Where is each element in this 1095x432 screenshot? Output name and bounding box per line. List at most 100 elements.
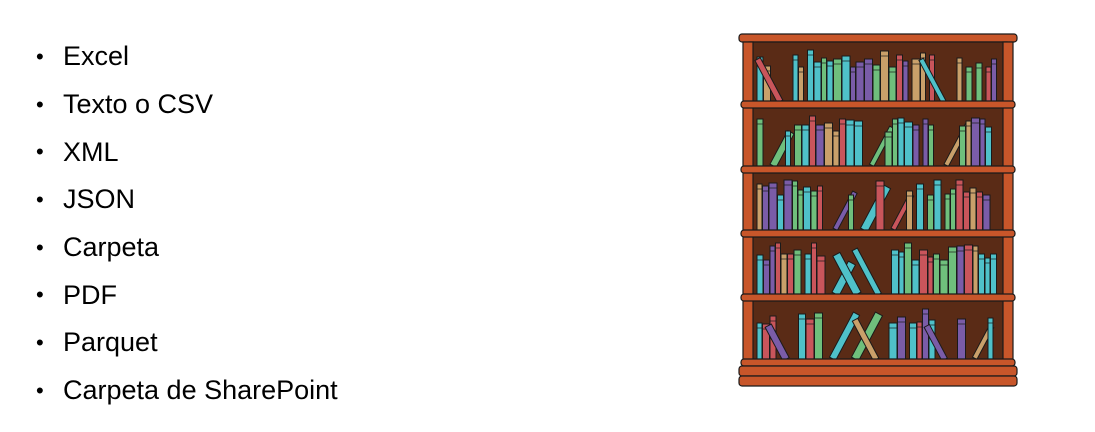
book-band: [950, 193, 956, 195]
book-band: [988, 322, 993, 324]
shelf-plank: [740, 100, 1016, 109]
book-band: [928, 129, 934, 131]
book-band: [792, 185, 798, 187]
book-band: [817, 260, 825, 262]
book-band: [933, 258, 940, 260]
book: [956, 57, 963, 102]
book-band: [909, 327, 917, 329]
book-band: [811, 195, 817, 197]
book: [775, 242, 781, 295]
book: [769, 245, 776, 295]
book-band: [846, 124, 854, 126]
book: [964, 244, 973, 295]
book-band: [928, 261, 933, 263]
book-band: [811, 247, 817, 249]
book: [897, 316, 906, 360]
data-source-list: • Excel • Texto o CSV • XML • JSON • Carpeta …: [36, 33, 338, 415]
book-band: [922, 313, 929, 315]
book: [833, 58, 842, 102]
bullet-icon: •: [36, 377, 44, 403]
book-band: [966, 71, 972, 73]
book: [792, 54, 799, 102]
book: [783, 179, 793, 231]
bullet-icon: •: [36, 234, 44, 260]
book-band: [856, 66, 864, 68]
book-band: [896, 59, 903, 61]
book-band: [785, 135, 791, 137]
shelf-base-top: [738, 365, 1018, 377]
list-item: • Excel: [36, 33, 338, 81]
book-band: [757, 188, 762, 190]
list-item-label: Excel: [63, 41, 130, 72]
book-band: [964, 249, 973, 251]
book: [950, 188, 956, 231]
book-band: [885, 136, 892, 138]
book: [762, 185, 769, 231]
book-band: [904, 247, 912, 249]
book-band: [787, 258, 794, 260]
book: [971, 117, 980, 167]
list-item: • Parquet: [36, 319, 338, 367]
book-band: [793, 59, 798, 61]
book-band: [927, 199, 934, 201]
book: [965, 120, 972, 167]
book: [821, 57, 827, 102]
book: [756, 118, 764, 167]
book: [824, 122, 833, 167]
bullet-icon: •: [36, 282, 44, 308]
book-band: [978, 258, 985, 260]
book-band: [817, 190, 823, 192]
book-band: [757, 327, 762, 329]
book-band: [864, 63, 873, 65]
shelf-plank: [740, 165, 1016, 174]
book-band: [770, 320, 776, 322]
list-item-label: PDF: [63, 279, 117, 310]
book-band: [854, 125, 863, 127]
book-band: [934, 184, 941, 186]
book: [904, 242, 912, 295]
book: [904, 121, 913, 167]
list-item: • XML: [36, 128, 338, 176]
book-band: [971, 122, 980, 124]
book: [756, 183, 763, 231]
shelf-plank: [740, 358, 1016, 367]
book: [896, 54, 903, 102]
list-item-label: Parquet: [63, 327, 158, 358]
book-band: [876, 185, 884, 187]
book-band: [850, 71, 856, 73]
book: [768, 182, 778, 231]
book-band: [940, 264, 948, 266]
book-band: [833, 135, 839, 137]
book-band: [990, 258, 997, 260]
book-band: [842, 60, 850, 62]
book-band: [880, 55, 889, 57]
book-band: [973, 250, 978, 252]
list-item: • Carpeta: [36, 224, 338, 272]
book-band: [807, 54, 814, 56]
book: [807, 49, 814, 102]
shelf-plank: [740, 293, 1016, 302]
book-band: [948, 251, 957, 253]
book-band: [957, 62, 962, 64]
book-band: [980, 123, 985, 125]
book-band: [929, 324, 935, 326]
book-band: [985, 262, 990, 264]
book: [801, 124, 810, 167]
book-band: [976, 67, 982, 69]
bullet-icon: •: [36, 329, 44, 355]
book-band: [809, 120, 816, 122]
book-band: [966, 125, 971, 127]
book-band: [806, 323, 814, 325]
book-band: [839, 123, 846, 125]
book-band: [784, 184, 792, 186]
book-band: [899, 256, 904, 258]
book: [841, 55, 851, 102]
book: [817, 185, 823, 231]
list-item: • JSON: [36, 176, 338, 224]
book: [991, 58, 997, 102]
book-band: [781, 258, 787, 260]
bullet-icon: •: [36, 91, 44, 117]
book-band: [769, 187, 777, 189]
book: [911, 58, 921, 102]
book: [979, 118, 986, 167]
